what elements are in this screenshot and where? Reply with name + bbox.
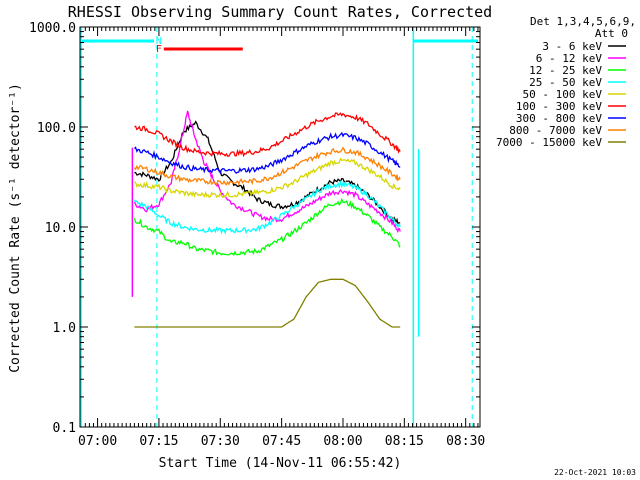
y-tick-label: 10.0 [45,221,76,236]
legend-label: 7000 - 15000 keV [496,136,602,149]
series-line [133,197,401,257]
series-line [134,157,401,199]
x-tick-label: 08:00 [323,434,362,449]
x-tick-label: 08:30 [446,434,485,449]
y-tick-label: 1.0 [53,321,76,336]
legend-label: 12 - 25 keV [529,64,602,77]
series-line [133,131,401,174]
legend-label: 300 - 800 keV [516,112,602,125]
x-tick-label: 07:15 [139,434,178,449]
x-axis: 07:00 07:15 07:30 07:45 08:00 08:15 08:30 [78,27,485,449]
y-tick-label: 1000.0 [29,21,76,36]
y-axis: 1000.0 100.0 10.0 1.0 0.1 [29,21,480,436]
series-line [134,120,401,225]
x-axis-label: Start Time (14-Nov-11 06:55:42) [159,456,402,471]
series-line [133,146,401,186]
flag-f-label: F [156,44,162,55]
legend-label: 3 - 6 keV [542,40,602,53]
legend-label: 6 - 12 keV [536,52,603,65]
legend-label: 800 - 7000 keV [509,124,602,137]
flag-n-label: N [156,36,162,47]
legend-label: 25 - 50 keV [529,76,602,89]
y-tick-label: 100.0 [37,121,76,136]
chart-title: RHESSI Observing Summary Count Rates, Co… [68,3,492,21]
legend-label: 100 - 300 keV [516,100,602,113]
series-line [134,112,401,158]
footer-date: 22-Oct-2021 10:03 [554,468,636,477]
x-tick-label: 08:15 [385,434,424,449]
x-tick-label: 07:45 [262,434,301,449]
legend-attenuator: Att 0 [595,27,628,40]
y-axis-label: Corrected Count Rate (s⁻¹ detector⁻¹) [8,83,23,373]
series-line [133,180,401,235]
legend-label: 50 - 100 keV [523,88,603,101]
legend-detectors: Det 1,3,4,5,6,9, [530,15,636,28]
x-tick-label: 07:00 [78,434,117,449]
series-line [133,110,401,234]
y-tick-label: 0.1 [53,421,76,436]
x-tick-label: 07:30 [201,434,240,449]
series-line [134,278,401,328]
